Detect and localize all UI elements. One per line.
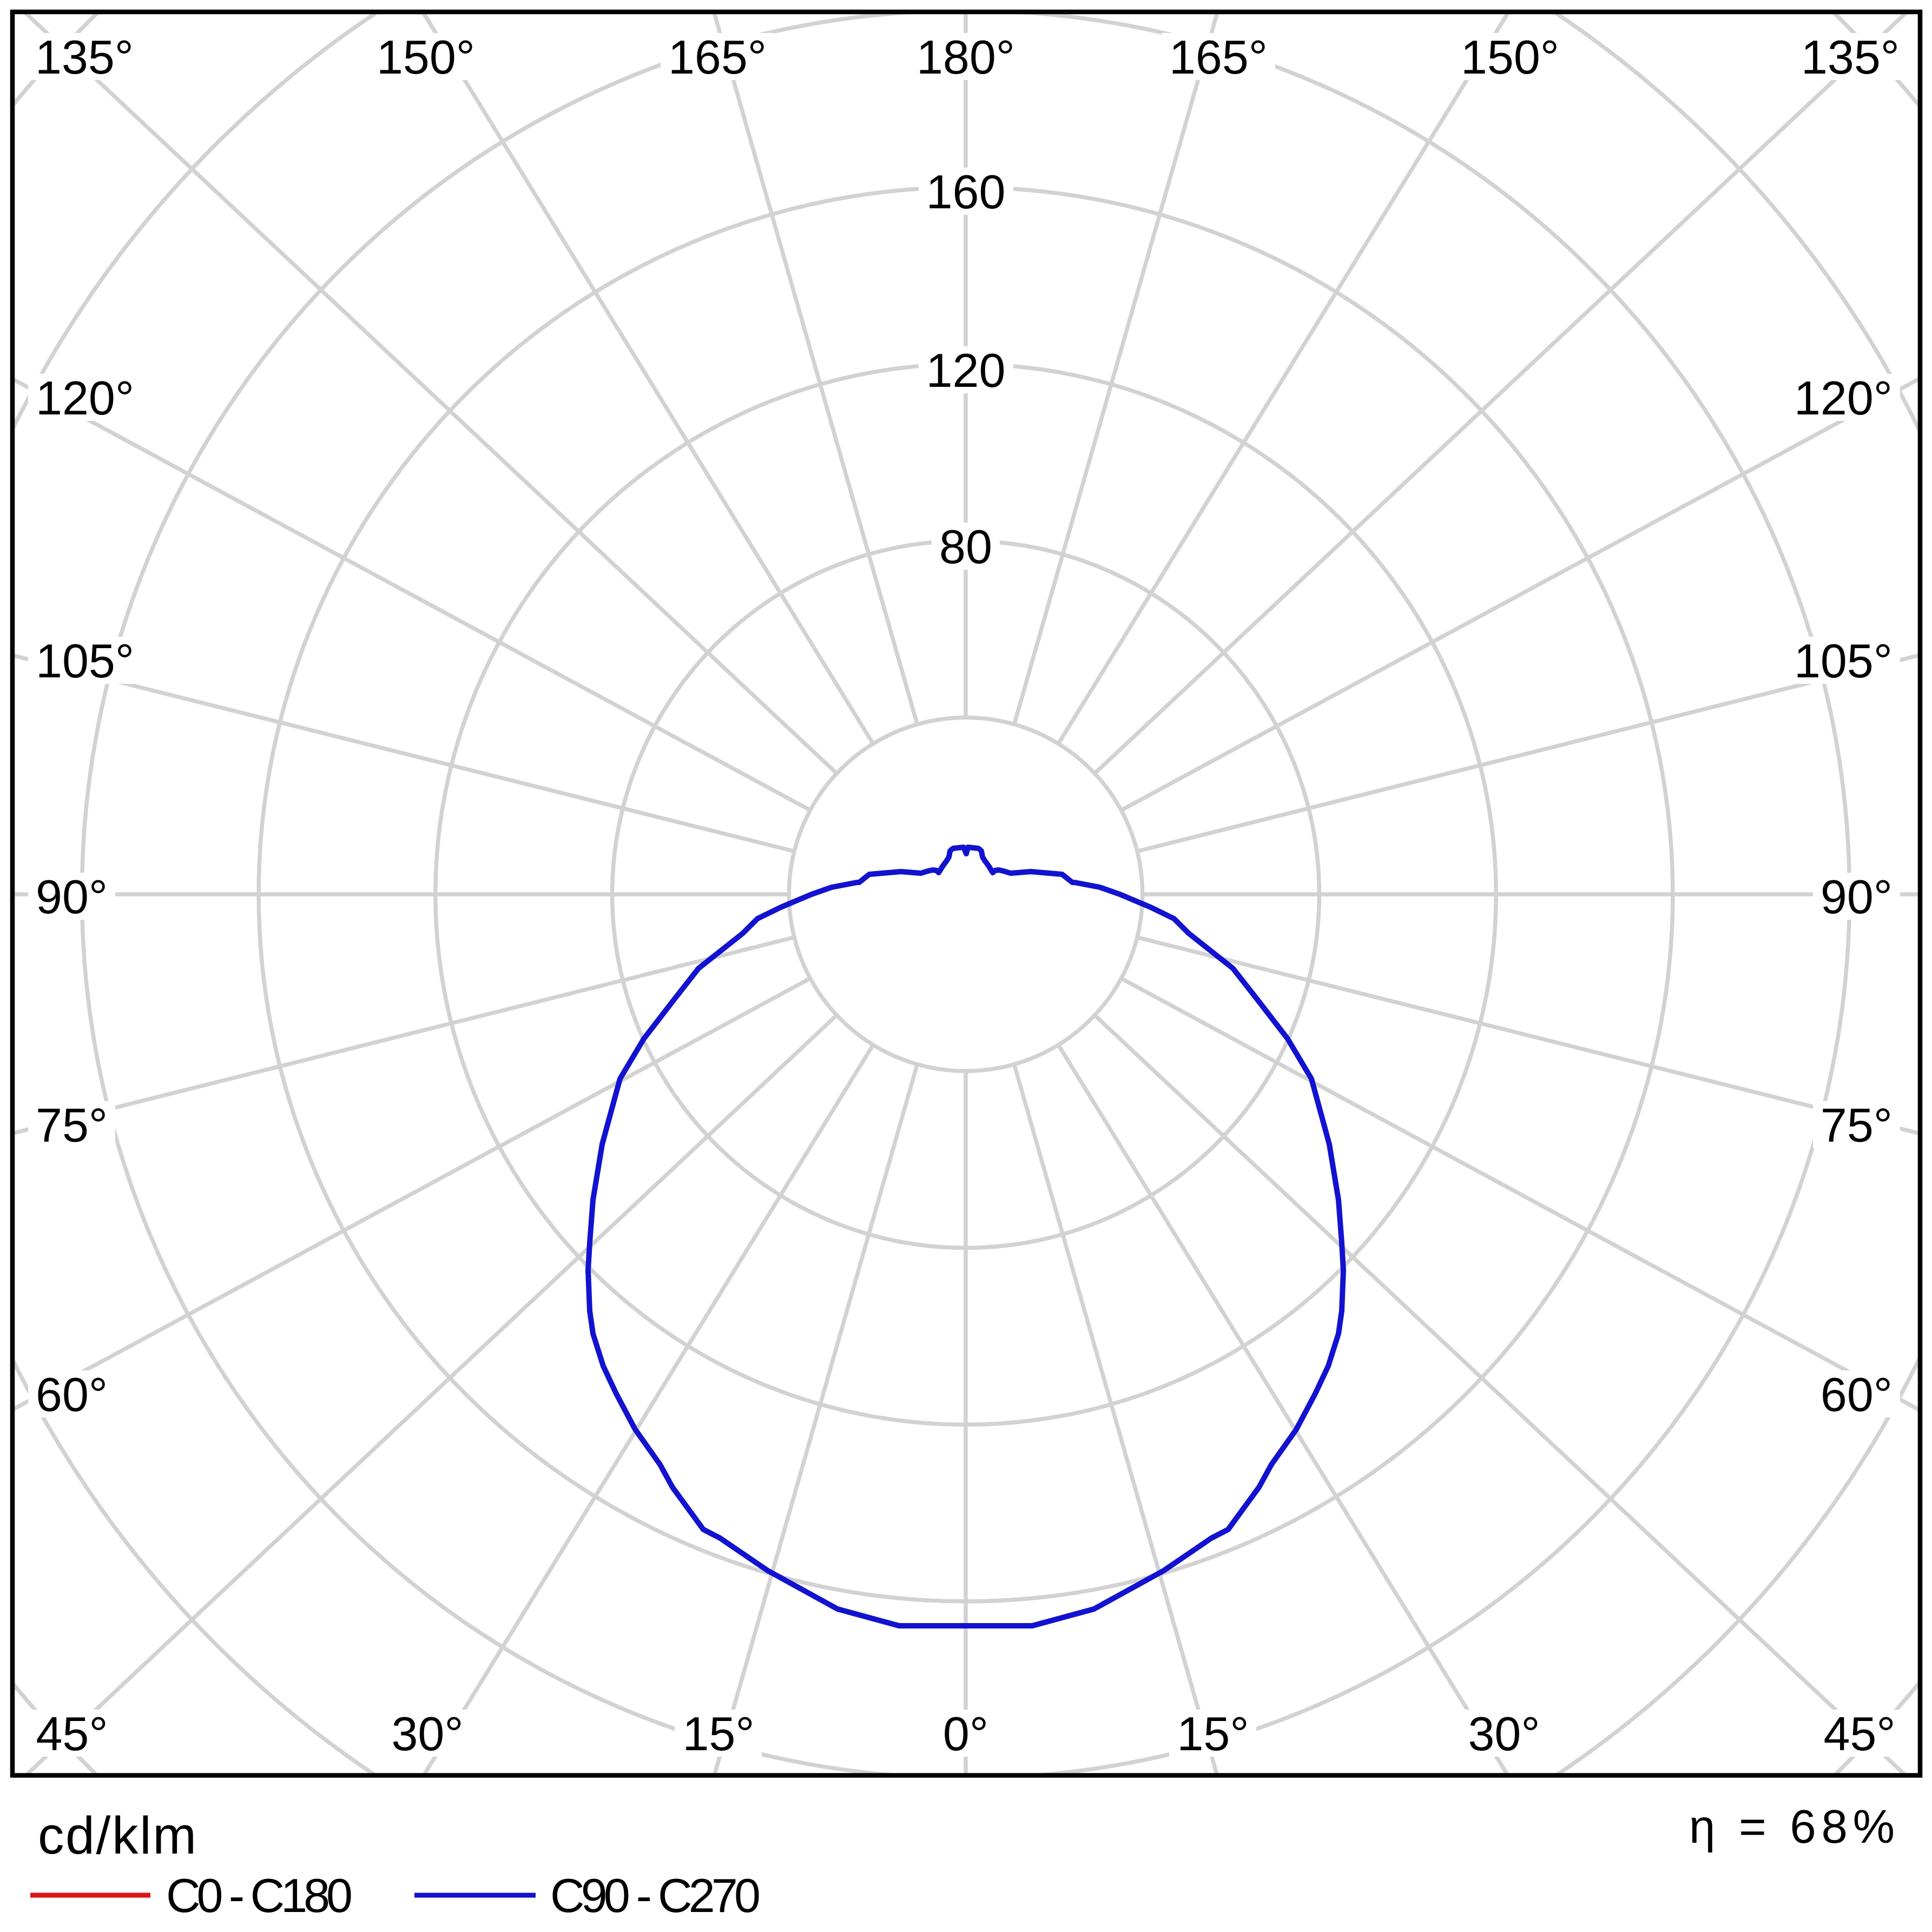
- svg-text:30°: 30°: [1468, 1707, 1540, 1760]
- svg-text:165°: 165°: [668, 30, 767, 84]
- svg-text:75°: 75°: [36, 1098, 108, 1152]
- svg-text:135°: 135°: [35, 30, 134, 84]
- svg-text:15°: 15°: [682, 1707, 754, 1760]
- svg-text:75°: 75°: [1821, 1098, 1893, 1152]
- svg-text:0°: 0°: [943, 1707, 988, 1760]
- svg-text:15°: 15°: [1177, 1707, 1249, 1760]
- svg-text:C0 - C180: C0 - C180: [166, 1869, 353, 1922]
- svg-text:180°: 180°: [916, 30, 1015, 84]
- svg-text:165°: 165°: [1169, 30, 1268, 84]
- svg-text:135°: 135°: [1801, 30, 1900, 84]
- svg-text:120°: 120°: [36, 371, 134, 425]
- svg-text:60°: 60°: [1821, 1368, 1893, 1421]
- svg-text:150°: 150°: [377, 30, 475, 84]
- svg-text:30°: 30°: [391, 1707, 463, 1760]
- svg-text:150°: 150°: [1461, 30, 1559, 84]
- svg-text:90°: 90°: [1821, 870, 1893, 924]
- svg-text:80: 80: [939, 520, 992, 573]
- svg-text:cd/klm: cd/klm: [38, 1806, 196, 1865]
- svg-text:45°: 45°: [36, 1707, 108, 1760]
- svg-text:45°: 45°: [1823, 1707, 1895, 1760]
- svg-text:60°: 60°: [36, 1368, 108, 1421]
- svg-text:η = 68%: η = 68%: [1689, 1801, 1895, 1853]
- svg-text:120°: 120°: [1794, 371, 1893, 425]
- svg-text:105°: 105°: [36, 634, 134, 688]
- svg-text:160: 160: [926, 165, 1006, 219]
- svg-text:120: 120: [926, 344, 1006, 397]
- svg-text:90°: 90°: [36, 870, 108, 924]
- svg-text:105°: 105°: [1794, 634, 1893, 688]
- svg-text:C90 - C270: C90 - C270: [550, 1869, 761, 1922]
